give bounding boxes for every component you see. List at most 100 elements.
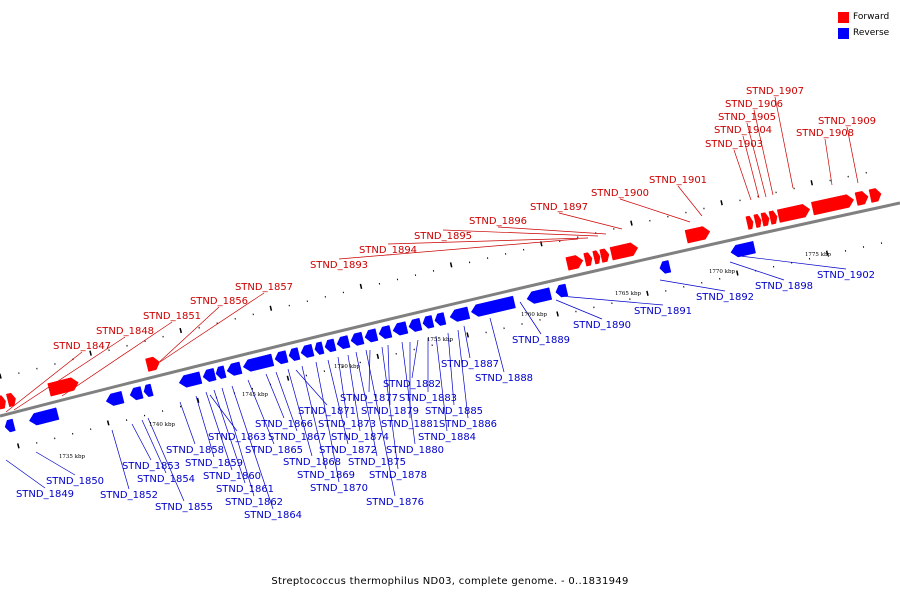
tick-mark [89, 350, 92, 356]
reverse-swatch [838, 27, 849, 39]
leader-line [247, 379, 275, 445]
reverse-gene-arrow [392, 321, 409, 336]
reverse-gene-arrow [434, 312, 447, 326]
gene-label: STND_1869 [297, 470, 355, 481]
tick-mark [466, 332, 470, 338]
leader-line [155, 306, 220, 366]
gene-label: STND_1900 [591, 188, 649, 199]
leader-line [5, 459, 46, 489]
gene-label: STND_1903 [705, 139, 763, 150]
leader-line [387, 237, 589, 245]
gene-label: STND_1878 [369, 470, 427, 481]
gene-label: STND_1870 [310, 483, 368, 494]
gene-label: STND_1872 [319, 445, 377, 456]
leader-line [739, 255, 847, 270]
leader-line [677, 185, 703, 217]
gene-label: STND_1896 [469, 216, 527, 227]
leader-line [559, 295, 664, 306]
reverse-gene-arrow [129, 386, 144, 401]
leader-line [111, 429, 130, 490]
tick-mark [16, 443, 20, 449]
leader-line [205, 391, 233, 471]
gene-label: STND_1873 [318, 419, 376, 430]
leader-line [231, 385, 274, 510]
forward-gene-arrow [592, 250, 601, 265]
gene-label: STND_1894 [359, 245, 417, 256]
gene-label: STND_1886 [439, 419, 497, 430]
leader-line [846, 126, 859, 184]
leader-line [301, 365, 327, 470]
reverse-gene-arrow [178, 371, 203, 388]
leader-line [555, 299, 603, 320]
reverse-gene-arrow [470, 295, 516, 317]
gene-label: STND_1885 [425, 406, 483, 417]
gene-label: STND_1882 [383, 379, 441, 390]
gene-label: STND_1887 [441, 359, 499, 370]
leader-line [463, 325, 471, 359]
scale-labels: 1735 kbp 1740 kbp 1745 kbp 1750 kbp 1755 kbp… [59, 252, 832, 460]
gene-label: STND_1880 [386, 445, 444, 456]
tick-mark [720, 200, 723, 206]
leader-line [147, 417, 185, 502]
gene-label: STND_1866 [255, 419, 313, 430]
tick-mark [359, 283, 363, 290]
leader-line [497, 226, 607, 235]
gene-arrows [0, 188, 882, 433]
reverse-gene-arrow [526, 287, 553, 304]
gene-label: STND_1902 [817, 270, 875, 281]
reverse-gene-arrow [202, 367, 217, 382]
gene-labels: STND_1847 STND_1848 STND_1851 STND_1856 STND… [16, 86, 876, 521]
gene-label: STND_1888 [475, 373, 533, 384]
leader-line [315, 361, 340, 483]
leader-line [209, 394, 238, 432]
reverse-gene-arrow [659, 260, 672, 274]
leader-line [355, 351, 378, 457]
legend-reverse: Reverse [838, 25, 889, 41]
reverse-gene-arrow [350, 331, 365, 346]
forward-gene-arrow [745, 215, 754, 230]
leader-line [195, 395, 215, 458]
gene-label: STND_1904 [714, 125, 772, 136]
gene-label: STND_1883 [399, 393, 457, 404]
leader-line [131, 423, 152, 461]
leader-line [287, 368, 313, 457]
reverse-gene-arrow [143, 383, 154, 398]
leader-line [774, 96, 794, 189]
scale-label: 1755 kbp [427, 337, 454, 343]
leader-line [179, 401, 196, 445]
gene-label: STND_1871 [298, 406, 356, 417]
gene-label: STND_1905 [718, 112, 776, 123]
leader-line [327, 359, 349, 445]
reverse-gene-arrow [449, 306, 471, 322]
leader-line [347, 354, 361, 432]
reverse-gene-arrow [364, 328, 379, 343]
gene-label: STND_1853 [122, 461, 180, 472]
leader-line [61, 321, 173, 397]
forward-gene-arrow [565, 255, 584, 271]
gene-label: STND_1895 [414, 231, 472, 242]
reverse-gene-arrow [226, 361, 243, 376]
forward-gene-arrow [868, 188, 882, 203]
forward-gene-arrow [583, 252, 593, 267]
scale-label: 1775 kbp [805, 252, 832, 258]
forward-gene-arrow [47, 377, 79, 397]
reverse-gene-arrow [555, 283, 569, 298]
tick-mark [556, 311, 559, 317]
leader-line [387, 344, 391, 406]
gene-label: STND_1868 [283, 457, 341, 468]
gene-label: STND_1857 [235, 282, 293, 293]
forward-gene-arrow [684, 226, 711, 244]
gene-label: STND_1847 [53, 341, 111, 352]
leader-line [265, 373, 285, 419]
gene-label: STND_1852 [100, 490, 158, 501]
gene-label: STND_1875 [348, 457, 406, 468]
tick-mark [736, 270, 739, 276]
leader-lines [5, 96, 859, 510]
tick-mark [810, 180, 814, 186]
leader-line [457, 329, 469, 419]
reverse-gene-arrow [336, 335, 351, 350]
reverse-gene-arrow [29, 407, 60, 426]
leader-line [368, 349, 371, 393]
reverse-gene-arrow [215, 365, 227, 379]
